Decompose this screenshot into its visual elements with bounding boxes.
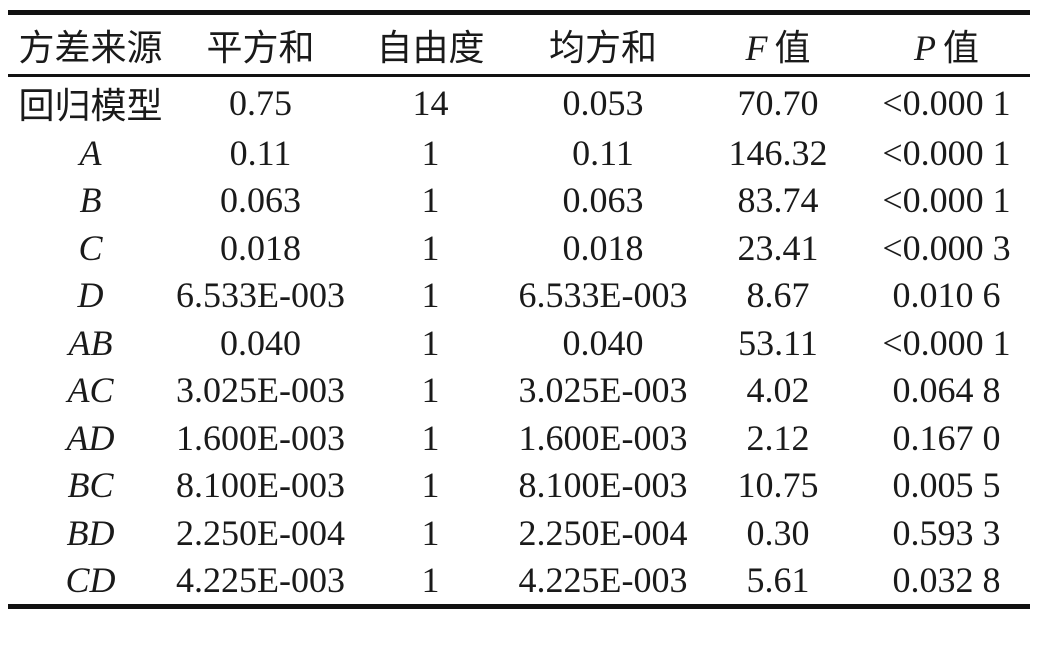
degrees-of-freedom-cell: 1 bbox=[421, 227, 440, 268]
sum-of-squares-cell: 2.250E-004 bbox=[176, 512, 345, 553]
table-row-CD: CD 4.225E-003 1 4.225E-003 5.61 0.032 8 bbox=[8, 557, 1030, 607]
sum-of-squares-cell: 3.025E-003 bbox=[176, 370, 345, 411]
mean-square-cell: 4.225E-003 bbox=[518, 560, 688, 601]
degrees-of-freedom-cell: 1 bbox=[421, 465, 440, 506]
degrees-of-freedom-cell: 1 bbox=[421, 512, 440, 553]
f-value-cell: 83.74 bbox=[737, 180, 819, 221]
mean-square-cell: 6.533E-003 bbox=[518, 275, 688, 316]
p-value-cell: <0.000 1 bbox=[882, 180, 1011, 221]
table-body: 回归模型 0.75 14 0.053 70.70 <0.000 1 A 0.11… bbox=[8, 76, 1030, 607]
source-cell: B bbox=[79, 180, 102, 221]
mean-square-cell: 0.053 bbox=[562, 83, 644, 123]
source-cell: AB bbox=[68, 322, 113, 363]
p-value-cell: 0.593 3 bbox=[892, 512, 1001, 553]
table-row-B: B 0.063 1 0.063 83.74 <0.000 1 bbox=[8, 177, 1030, 225]
col-header-variance-source: 方差来源 bbox=[18, 27, 163, 68]
table-row-BD: BD 2.250E-004 1 2.250E-004 0.30 0.593 3 bbox=[8, 509, 1030, 557]
sum-of-squares-cell: 0.75 bbox=[229, 83, 292, 123]
degrees-of-freedom-cell: 1 bbox=[421, 370, 440, 411]
sum-of-squares-cell: 0.040 bbox=[220, 322, 301, 363]
degrees-of-freedom-cell: 1 bbox=[421, 180, 440, 221]
p-suffix-label: 值 bbox=[942, 27, 979, 68]
f-value-cell: 23.41 bbox=[737, 227, 819, 268]
col-header-degrees-of-freedom: 自由度 bbox=[376, 27, 485, 68]
p-value-cell: <0.000 1 bbox=[882, 83, 1011, 123]
table-row-D: D 6.533E-003 1 6.533E-003 8.67 0.010 6 bbox=[8, 272, 1030, 320]
degrees-of-freedom-cell: 14 bbox=[412, 83, 449, 123]
degrees-of-freedom-cell: 1 bbox=[421, 275, 440, 316]
degrees-of-freedom-cell: 1 bbox=[421, 560, 440, 601]
sum-of-squares-cell: 4.225E-003 bbox=[176, 560, 345, 601]
col-header-mean-square: 均方和 bbox=[548, 27, 657, 68]
p-value-cell: 0.032 8 bbox=[892, 560, 1001, 601]
degrees-of-freedom-cell: 1 bbox=[421, 417, 440, 458]
sum-of-squares-cell: 0.018 bbox=[220, 227, 301, 268]
sum-of-squares-cell: 0.063 bbox=[220, 180, 301, 221]
f-value-cell: 146.32 bbox=[728, 132, 828, 173]
source-cell: AD bbox=[66, 417, 115, 458]
sum-of-squares-cell: 0.11 bbox=[229, 132, 292, 173]
p-symbol: P bbox=[913, 27, 936, 68]
table-row-BC: BC 8.100E-003 1 8.100E-003 10.75 0.005 5 bbox=[8, 462, 1030, 510]
f-value-cell: 2.12 bbox=[746, 417, 810, 458]
source-cell: CD bbox=[65, 560, 116, 601]
sum-of-squares-cell: 1.600E-003 bbox=[176, 417, 345, 458]
mean-square-cell: 8.100E-003 bbox=[518, 465, 688, 506]
f-value-cell: 4.02 bbox=[746, 370, 810, 411]
table-row-AB: AB 0.040 1 0.040 53.11 <0.000 1 bbox=[8, 319, 1030, 367]
f-value-cell: 53.11 bbox=[738, 322, 818, 363]
mean-square-cell: 0.018 bbox=[562, 227, 644, 268]
mean-square-cell: 2.250E-004 bbox=[518, 512, 688, 553]
source-cell: BD bbox=[66, 512, 115, 553]
p-value-cell: 0.005 5 bbox=[892, 465, 1001, 506]
sum-of-squares-cell: 6.533E-003 bbox=[176, 275, 345, 316]
p-value-cell: <0.000 3 bbox=[882, 227, 1011, 268]
p-value-cell: 0.010 6 bbox=[892, 275, 1001, 316]
p-value-cell: 0.064 8 bbox=[892, 370, 1001, 411]
f-value-cell: 5.61 bbox=[746, 560, 810, 601]
f-suffix-label: 值 bbox=[774, 27, 811, 68]
table-row-A: A 0.11 1 0.11 146.32 <0.000 1 bbox=[8, 129, 1030, 177]
table-row-regression-model: 回归模型 0.75 14 0.053 70.70 <0.000 1 bbox=[8, 76, 1030, 130]
f-value-cell: 0.30 bbox=[746, 512, 810, 553]
mean-square-cell: 0.063 bbox=[562, 180, 644, 221]
f-value-cell: 70.70 bbox=[737, 83, 819, 123]
f-symbol: F bbox=[745, 27, 768, 68]
source-cell: C bbox=[78, 227, 103, 268]
mean-square-cell: 3.025E-003 bbox=[518, 370, 688, 411]
source-cell: A bbox=[79, 132, 102, 173]
f-value-cell: 10.75 bbox=[737, 465, 819, 506]
degrees-of-freedom-cell: 1 bbox=[421, 132, 440, 173]
mean-square-cell: 1.600E-003 bbox=[518, 417, 688, 458]
source-cell: 回归模型 bbox=[18, 86, 163, 126]
col-header-sum-of-squares: 平方和 bbox=[206, 27, 315, 68]
p-value-cell: 0.167 0 bbox=[892, 417, 1001, 458]
sum-of-squares-cell: 8.100E-003 bbox=[176, 465, 345, 506]
p-value-cell: <0.000 1 bbox=[882, 322, 1011, 363]
table-row-AC: AC 3.025E-003 1 3.025E-003 4.02 0.064 8 bbox=[8, 367, 1030, 415]
f-value-cell: 8.67 bbox=[746, 275, 810, 316]
degrees-of-freedom-cell: 1 bbox=[421, 322, 440, 363]
mean-square-cell: 0.040 bbox=[562, 322, 644, 363]
source-cell: BC bbox=[67, 465, 114, 506]
mean-square-cell: 0.11 bbox=[572, 132, 634, 173]
p-value-cell: <0.000 1 bbox=[882, 132, 1011, 173]
source-cell: D bbox=[77, 275, 104, 316]
source-cell: AC bbox=[67, 370, 114, 411]
table-row-AD: AD 1.600E-003 1 1.600E-003 2.12 0.167 0 bbox=[8, 414, 1030, 462]
table-row-C: C 0.018 1 0.018 23.41 <0.000 3 bbox=[8, 224, 1030, 272]
